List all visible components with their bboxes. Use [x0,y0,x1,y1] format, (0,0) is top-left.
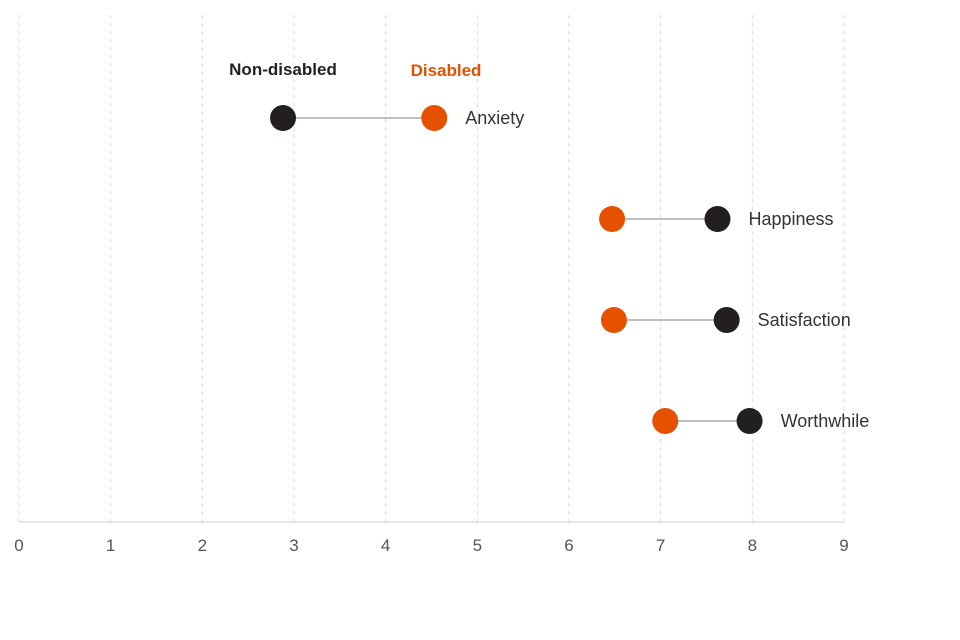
x-tick-label-7: 7 [656,536,665,555]
category-label-happiness: Happiness [749,209,834,229]
point-non-disabled-anxiety [270,105,296,131]
point-disabled-worthwhile [652,408,679,434]
x-tick-label-5: 5 [473,536,482,555]
data-marks: Anxiety Happiness Satisfaction Worthwhile [270,105,869,434]
x-tick-label-8: 8 [748,536,757,555]
category-label-worthwhile: Worthwhile [781,411,870,431]
x-tick-label-3: 3 [289,536,298,555]
x-tick-label-4: 4 [381,536,390,555]
point-non-disabled-satisfaction [713,307,740,333]
point-disabled-satisfaction [600,307,627,333]
legend: Non-disabled Disabled [229,60,481,80]
point-non-disabled-happiness [704,206,731,232]
point-disabled-happiness [599,206,626,232]
point-non-disabled-worthwhile [736,408,763,434]
point-disabled-anxiety [421,105,448,131]
x-tick-label-9: 9 [839,536,848,555]
x-tick-label-0: 0 [14,536,23,555]
x-tick-label-1: 1 [106,536,115,555]
x-axis: 0 1 2 3 4 5 6 7 8 9 [14,521,849,555]
gridlines [18,15,845,522]
x-tick-label-6: 6 [564,536,573,555]
legend-non-disabled: Non-disabled [229,60,337,79]
x-tick-label-2: 2 [198,536,207,555]
category-label-anxiety: Anxiety [465,108,524,128]
category-label-satisfaction: Satisfaction [758,310,851,330]
legend-disabled: Disabled [411,61,482,80]
